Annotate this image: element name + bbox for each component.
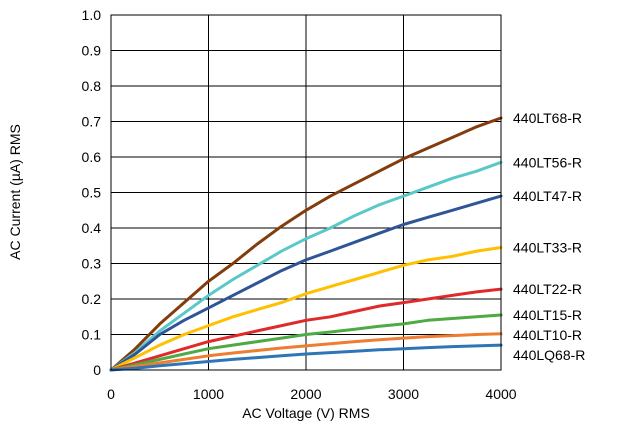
series-line (109, 332, 503, 372)
y-tick-label: 0.4 (82, 220, 102, 236)
series-line (109, 246, 503, 372)
y-axis-label: AC Current (µA) RMS (7, 124, 23, 260)
y-tick-label: 0.8 (82, 78, 102, 94)
series-line (109, 116, 503, 372)
y-tick-label: 0.6 (82, 149, 102, 165)
y-tick-label: 0.9 (82, 43, 102, 59)
series-line (109, 287, 503, 372)
series-label: 440LT56-R (513, 154, 582, 170)
y-tick-label: 0 (93, 362, 101, 378)
series-line (109, 160, 503, 372)
x-axis-label: AC Voltage (V) RMS (242, 405, 370, 421)
x-tick-label: 4000 (485, 386, 516, 402)
series-label: 440LT22-R (513, 281, 582, 297)
series-label: 440LT15-R (513, 307, 582, 323)
series-line (109, 194, 503, 372)
y-tick-labels: 0 0.1 0.2 0.3 0.4 0.5 0.6 0.7 0.8 0.9 1.0 (82, 7, 102, 378)
x-tick-label: 3000 (388, 386, 419, 402)
plot-area-border (110, 14, 502, 371)
y-tick-label: 1.0 (82, 7, 102, 23)
x-tick-label: 2000 (290, 386, 321, 402)
x-tick-label: 1000 (193, 386, 224, 402)
series-label: 440LQ68-R (513, 347, 585, 363)
y-tick-label: 0.7 (82, 114, 102, 130)
series-lines (109, 116, 503, 372)
x-tick-label: 0 (107, 386, 115, 402)
series-label: 440LT47-R (513, 188, 582, 204)
x-tick-labels: 0 1000 2000 3000 4000 (107, 386, 517, 402)
series-line (109, 313, 503, 372)
y-tick-label: 0.1 (82, 327, 102, 343)
series-labels: 440LT68-R 440LT56-R 440LT47-R 440LT33-R 440L… (513, 110, 585, 363)
series-label: 440LT10-R (513, 327, 582, 343)
series-label: 440LT33-R (513, 240, 582, 256)
y-tick-label: 0.2 (82, 291, 102, 307)
y-tick-label: 0.5 (82, 185, 102, 201)
series-label: 440LT68-R (513, 110, 582, 126)
y-tick-label: 0.3 (82, 256, 102, 272)
series-line (109, 343, 503, 372)
